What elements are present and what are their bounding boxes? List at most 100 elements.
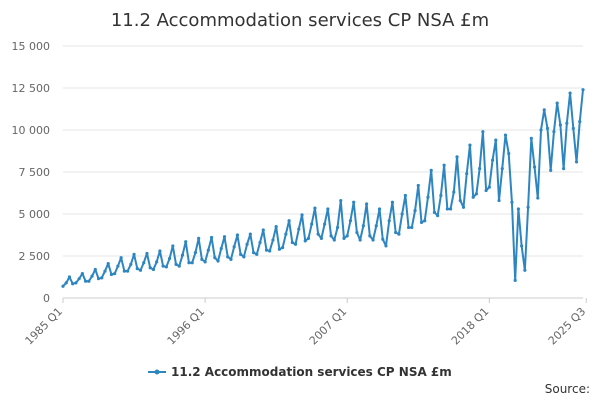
data-point: [71, 282, 75, 286]
data-point: [119, 256, 123, 260]
data-point: [481, 130, 485, 134]
data-point: [197, 236, 201, 240]
data-point: [87, 279, 91, 283]
data-point: [100, 276, 104, 280]
x-axis: 1985 Q1 1996 Q1 2007 Q1 2018 Q1 2025 Q3: [23, 297, 589, 348]
data-point: [300, 213, 304, 217]
y-tick-label: 5 000: [19, 208, 51, 221]
data-point: [80, 272, 84, 276]
data-point: [355, 230, 359, 235]
data-point: [490, 158, 495, 162]
data-point: [503, 133, 508, 137]
data-point: [578, 120, 582, 124]
data-point: [345, 234, 349, 238]
data-point: [90, 274, 94, 278]
data-point: [529, 136, 533, 140]
data-point: [219, 246, 223, 251]
data-point: [113, 272, 117, 276]
data-point: [306, 236, 311, 240]
data-point: [155, 260, 159, 264]
data-point: [352, 200, 356, 204]
y-tick-label: 0: [43, 292, 50, 305]
data-point: [158, 249, 162, 253]
data-point: [478, 167, 482, 171]
data-point: [581, 88, 585, 92]
data-point: [494, 138, 498, 142]
data-point: [255, 252, 259, 256]
data-point: [239, 252, 243, 256]
y-tick-label: 2 500: [19, 250, 51, 263]
data-point: [507, 151, 511, 156]
data-point: [335, 225, 340, 230]
data-point: [484, 188, 488, 193]
data-point: [235, 233, 240, 237]
y-tick-label: 15 000: [12, 40, 51, 53]
data-point: [468, 143, 472, 147]
data-point: [384, 244, 388, 248]
data-point: [151, 267, 156, 272]
data-point: [132, 252, 136, 256]
data-point: [497, 198, 501, 203]
data-point: [555, 101, 559, 105]
data-point: [442, 163, 446, 167]
grid: [63, 45, 583, 299]
legend[interactable]: 11.2 Accommodation services CP NSA £m: [148, 365, 452, 379]
data-point: [251, 251, 256, 255]
data-point: [277, 247, 281, 251]
data-point: [542, 108, 546, 112]
y-tick-label: 7 500: [19, 166, 51, 179]
data-point: [406, 225, 411, 230]
data-point: [432, 210, 437, 214]
data-point: [209, 235, 214, 240]
data-point: [226, 255, 230, 259]
data-point: [439, 193, 443, 198]
data-point: [164, 265, 168, 269]
data-point: [520, 244, 524, 248]
source-label: Source:: [545, 382, 590, 396]
data-point: [290, 240, 294, 245]
data-point: [358, 238, 362, 242]
data-point: [423, 219, 427, 223]
data-point: [332, 238, 336, 242]
data-point: [371, 238, 375, 242]
data-point: [190, 261, 194, 265]
data-point: [74, 281, 78, 285]
data-point: [229, 257, 233, 261]
x-tick-label: 2018 Q1: [449, 305, 492, 348]
data-point: [93, 267, 97, 272]
data-point: [200, 257, 204, 261]
y-tick-label: 10 000: [12, 124, 51, 137]
data-point: [125, 269, 130, 273]
data-point: [342, 236, 346, 240]
data-point: [84, 279, 88, 283]
data-point: [565, 121, 569, 125]
data-point: [574, 160, 579, 164]
data-point: [222, 235, 227, 239]
data-point: [448, 207, 453, 211]
data-point: [536, 196, 540, 200]
data-point: [274, 225, 278, 229]
data-point: [64, 281, 68, 285]
data-point: [148, 266, 152, 270]
data-point: [361, 224, 365, 228]
data-point: [474, 192, 479, 196]
data-point: [77, 277, 81, 281]
data-point: [193, 251, 198, 255]
data-point: [394, 230, 398, 235]
data-point: [232, 245, 236, 249]
legend-marker: [154, 369, 160, 375]
data-point: [271, 238, 275, 242]
data-point: [61, 284, 65, 288]
x-tick-label: 2025 Q3: [546, 305, 589, 348]
data-point: [545, 126, 550, 130]
data-point: [348, 219, 353, 223]
data-point: [96, 277, 101, 281]
data-point: [329, 234, 333, 238]
data-point: [177, 264, 181, 268]
data-point: [426, 195, 430, 199]
data-point: [516, 207, 521, 211]
data-point: [436, 214, 440, 218]
x-tick-label: 1996 Q1: [165, 305, 208, 348]
data-point: [261, 228, 265, 232]
data-point: [171, 244, 175, 248]
